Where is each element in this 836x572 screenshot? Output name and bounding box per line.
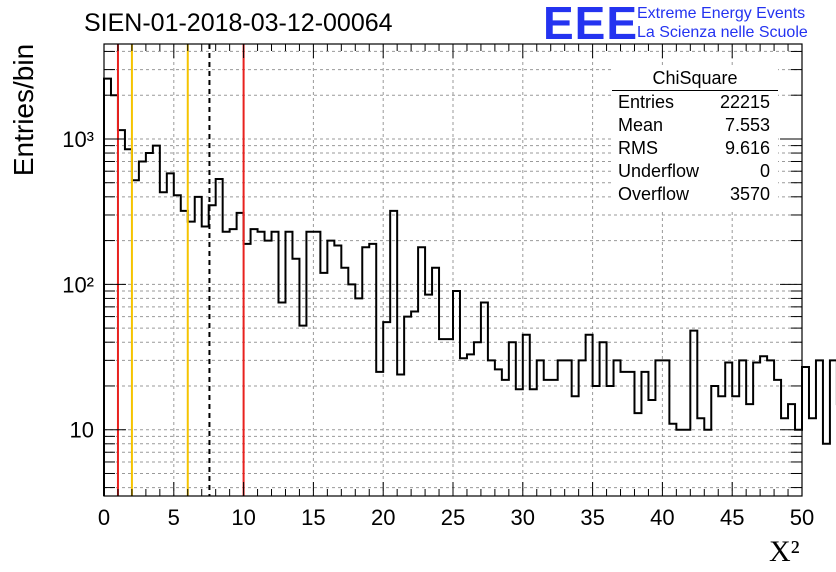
- y-tick-label: 10²: [62, 272, 94, 297]
- x-tick-label: 10: [231, 505, 255, 530]
- stats-value: 3570: [729, 184, 770, 204]
- stats-value: 22215: [719, 92, 770, 112]
- chart-title: SIEN-01-2018-03-12-00064: [84, 9, 393, 37]
- x-tick-label: 50: [790, 505, 814, 530]
- x-tick-label: 5: [168, 505, 180, 530]
- eee-logo-line1: Extreme Energy Events: [637, 5, 806, 22]
- x-tick-label: 30: [511, 505, 535, 530]
- x-axis-label: X²: [769, 535, 800, 568]
- stats-value: 9.616: [724, 138, 770, 158]
- x-tick-label: 20: [371, 505, 395, 530]
- y-tick-label: 10³: [62, 127, 94, 152]
- eee-logo-line2: La Scienza nelle Scuole: [637, 24, 808, 41]
- eee-logo-text: EEE: [543, 0, 639, 49]
- eee-logo: EEE Extreme Energy Events La Scienza nel…: [543, 0, 833, 49]
- x-tick-label: 0: [98, 505, 110, 530]
- stats-key: Underflow: [618, 161, 700, 181]
- stats-key: Overflow: [618, 184, 690, 204]
- stats-row-entries: Entries 22215: [612, 91, 778, 114]
- stats-row-underflow: Underflow 0: [612, 160, 778, 183]
- stats-value: 0: [759, 161, 770, 181]
- x-tick-label: 45: [720, 505, 744, 530]
- stats-value: 7.553: [724, 115, 770, 135]
- stats-row-mean: Mean 7.553: [612, 114, 778, 137]
- stats-row-rms: RMS 9.616: [612, 137, 778, 160]
- x-tick-label: 15: [301, 505, 325, 530]
- x-tick-label: 35: [580, 505, 604, 530]
- stats-key: Entries: [618, 92, 675, 112]
- stats-title: ChiSquare: [612, 66, 778, 91]
- histogram-series: [103, 77, 836, 496]
- stats-box: ChiSquare Entries 22215 Mean 7.553 RMS 9…: [612, 66, 778, 210]
- x-tick-label: 25: [441, 505, 465, 530]
- stats-key: RMS: [618, 138, 658, 158]
- x-tick-label: 40: [650, 505, 674, 530]
- stats-key: Mean: [618, 115, 664, 135]
- stats-row-overflow: Overflow 3570: [612, 183, 778, 206]
- y-tick-label: 10: [70, 418, 94, 443]
- y-axis-label: Entries/bin: [8, 43, 39, 177]
